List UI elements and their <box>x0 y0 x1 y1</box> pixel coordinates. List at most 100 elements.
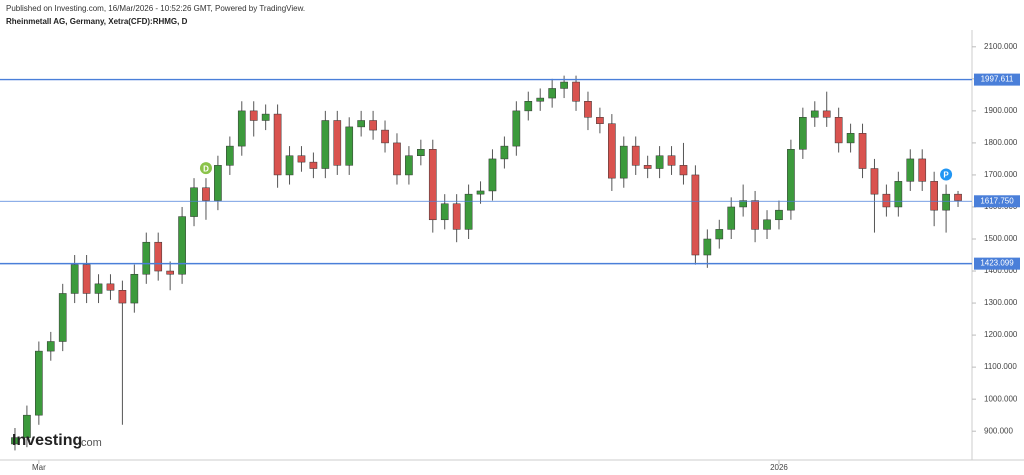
candle-body <box>94 283 103 294</box>
candle-body <box>58 293 67 342</box>
candle-body <box>930 181 938 211</box>
y-tick-label: 2100.000 <box>984 42 1018 51</box>
candle-body <box>763 219 771 230</box>
annotation-text: P <box>943 171 949 180</box>
level-badge <box>974 195 1020 208</box>
candle-body <box>405 155 413 176</box>
y-tick-label: 1700.000 <box>984 170 1018 179</box>
candle-body <box>870 168 879 195</box>
candle-body <box>106 283 115 291</box>
candle-body <box>882 193 891 208</box>
candle-body <box>464 193 473 230</box>
y-tick-label: 1300.000 <box>984 298 1018 307</box>
y-tick-label: 1200.000 <box>984 330 1018 339</box>
candle-body <box>142 241 151 275</box>
annotation-text: D <box>203 164 209 173</box>
x-tick-label: 2026 <box>770 463 788 472</box>
candle-body <box>70 264 79 294</box>
x-tick-label: Mar <box>32 463 46 472</box>
candle-body <box>643 165 652 169</box>
candle-body <box>679 165 688 176</box>
candle-body <box>285 155 294 176</box>
candle-body <box>309 161 318 169</box>
candle-body <box>596 117 604 124</box>
candle-body <box>417 149 425 156</box>
candle-body <box>261 113 270 121</box>
level-label: 1997.611 <box>981 75 1014 84</box>
candle-body <box>190 187 198 217</box>
candle-body <box>524 101 533 112</box>
y-tick-label: 900.000 <box>984 426 1013 435</box>
candle-body <box>822 110 831 118</box>
candle-body <box>906 158 915 182</box>
y-tick-label: 1000.000 <box>984 394 1018 403</box>
candle-body <box>11 437 19 445</box>
level-label: 1423.099 <box>980 259 1014 268</box>
candle-body <box>858 133 867 169</box>
level-badge <box>974 257 1020 270</box>
candle-body <box>500 145 509 160</box>
candle-body <box>226 145 234 166</box>
candle-body <box>619 145 628 179</box>
candle-body <box>357 120 365 128</box>
candle-body <box>631 145 640 166</box>
candle-body <box>894 181 903 208</box>
candle-body <box>667 155 676 166</box>
candle-body <box>715 229 724 240</box>
candle-body <box>799 117 807 150</box>
candle-body <box>476 190 485 195</box>
candle-body <box>82 264 91 294</box>
candle-body <box>751 200 759 230</box>
candle-body <box>202 187 210 201</box>
plot <box>11 75 962 451</box>
logo-suffix: .com <box>78 437 102 449</box>
candle-body <box>130 273 139 304</box>
candle-body <box>560 81 568 89</box>
annotation-marker <box>940 168 953 181</box>
candle-body <box>536 97 545 102</box>
candle-body <box>488 158 497 192</box>
candle-body <box>46 341 55 352</box>
candle-body <box>35 350 43 416</box>
level-badge <box>974 73 1020 86</box>
candle-body <box>608 123 616 179</box>
y-tick-label: 1800.000 <box>984 138 1018 147</box>
candle-body <box>381 129 389 144</box>
candle-body <box>810 110 819 118</box>
candle-body <box>166 270 174 275</box>
candle-body <box>834 117 843 144</box>
candle-body <box>942 193 950 211</box>
candle-body <box>214 165 222 201</box>
candle-body <box>440 203 449 221</box>
candle-body <box>369 120 377 131</box>
candle-body <box>691 174 700 256</box>
candle-body <box>739 200 747 208</box>
candle-body <box>249 110 258 121</box>
candle-body <box>846 133 855 144</box>
candle-body <box>345 126 354 166</box>
candle-body <box>273 113 282 176</box>
y-tick-label: 1500.000 <box>984 234 1018 243</box>
chart-title: Rheinmetall AG, Germany, Xetra(CFD):RHMG… <box>6 17 188 26</box>
candle-body <box>703 238 712 256</box>
candle-body <box>918 158 927 182</box>
candle-body <box>512 110 521 147</box>
published-note: Published on Investing.com, 16/Mar/2026 … <box>6 4 305 13</box>
candle-body <box>548 88 556 99</box>
candle-body <box>297 155 306 163</box>
candle-body <box>954 193 962 201</box>
y-tick-label: 1400.000 <box>984 266 1018 275</box>
logo: Investing <box>12 432 82 449</box>
level-label: 1617.750 <box>980 196 1014 205</box>
candle-body <box>333 120 342 166</box>
candle-body <box>655 155 664 169</box>
candle-body <box>321 120 330 169</box>
candle-body <box>23 414 31 438</box>
candle-body <box>727 206 736 230</box>
candle-body <box>178 216 186 275</box>
candle-body <box>393 142 401 176</box>
annotation-marker <box>199 162 212 175</box>
candle-body <box>428 149 437 221</box>
y-tick-label: 1100.000 <box>984 362 1017 371</box>
